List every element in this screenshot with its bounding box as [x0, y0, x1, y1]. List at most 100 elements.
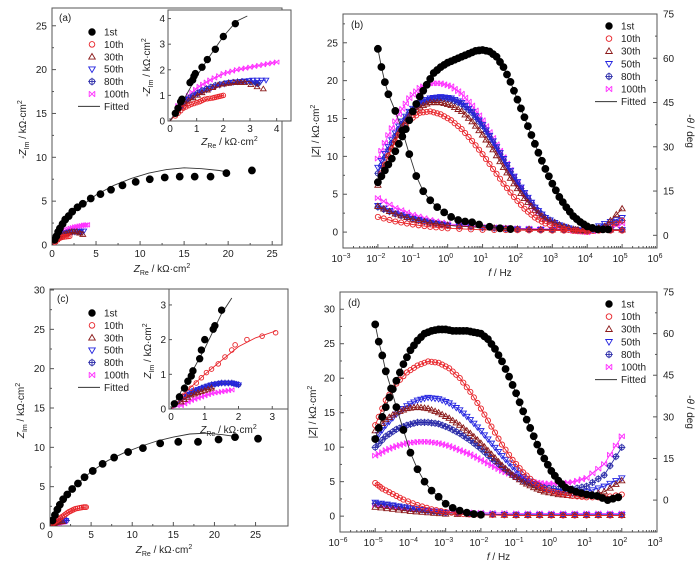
data-point: [257, 77, 266, 84]
data-point: [76, 505, 83, 511]
y-tick-label: 20: [324, 374, 336, 385]
modulus-point: [443, 221, 452, 228]
modulus-point: [412, 172, 421, 180]
phase-point: [578, 226, 587, 233]
modulus-point: [377, 503, 385, 511]
marker-cross: [594, 475, 602, 483]
data-point: [231, 433, 239, 442]
inset-a: 0 1 2 3 4 0 1 2 3 4 ZRe / kΩ·cm2 -ZIm / kΩ·cm2: [141, 9, 292, 150]
marker-bowtie: [470, 453, 477, 460]
modulus-point: [409, 211, 416, 218]
marker-bowtie: [410, 439, 418, 446]
modulus-point: [426, 196, 435, 205]
modulus-point: [413, 465, 422, 474]
marker-bowtie: [606, 451, 614, 458]
legend-marker: [604, 325, 614, 332]
phase-point: [433, 94, 442, 102]
phase-point: [489, 135, 497, 141]
marker-bowtie: [188, 397, 194, 403]
inset-y-tick-label: 1: [159, 91, 165, 102]
legend-item: Fitted: [595, 375, 646, 386]
marker-bowtie: [200, 81, 206, 87]
legend-label: 80th: [621, 72, 640, 83]
phase-point: [428, 358, 435, 365]
phase-point: [496, 157, 504, 165]
modulus-point: [433, 203, 442, 212]
x-tick-label: 25: [267, 249, 279, 260]
marker-bowtie: [407, 439, 414, 446]
marker-bowtie: [595, 465, 602, 472]
phase-point: [463, 384, 470, 391]
phase-point: [392, 425, 400, 433]
phase-point: [438, 421, 446, 429]
phase-point: [449, 368, 456, 375]
marker-cross: [392, 425, 400, 433]
modulus-point: [475, 220, 483, 229]
phase-point: [422, 97, 431, 104]
data-point: [80, 473, 89, 482]
phase-point: [435, 440, 442, 447]
marker-bowtie: [453, 445, 460, 452]
phase-point: [456, 374, 463, 382]
modulus-point: [391, 209, 400, 217]
modulus-point: [456, 225, 463, 232]
phase-point: [428, 439, 435, 446]
y-axis-title: ZIm / kΩ·cm2: [15, 383, 29, 439]
legend-item: 30th: [87, 333, 123, 344]
phase-point: [406, 401, 415, 408]
phase-point: [425, 438, 432, 445]
phase-point: [375, 450, 382, 457]
plot-frame: [339, 291, 658, 533]
y2-tick-label: 60: [663, 54, 675, 65]
marker-bowtie: [409, 211, 416, 218]
modulus-point: [406, 505, 415, 512]
data-point: [170, 400, 179, 408]
data-point: [200, 81, 206, 87]
phase-point: [551, 186, 560, 195]
data-point: [72, 505, 79, 512]
phase-point: [422, 80, 431, 89]
inset-y-axis-title: ZIm / kΩ·cm2: [142, 323, 156, 379]
phase-point: [619, 217, 626, 224]
data-point: [230, 78, 238, 85]
phase-point: [606, 480, 614, 488]
marker-bowtie: [251, 63, 258, 69]
panel-label: (a): [59, 13, 71, 24]
phase-point: [378, 147, 385, 154]
marker-cross: [606, 462, 614, 470]
phase-point: [455, 88, 462, 95]
phase-point: [523, 472, 530, 479]
phase-point: [455, 421, 464, 428]
phase-point: [536, 486, 545, 493]
inset-series-1st: [170, 297, 233, 409]
data-point: [175, 172, 184, 181]
data-point: [221, 380, 229, 387]
phase-point: [544, 172, 553, 181]
data-point: [222, 388, 228, 394]
data-point: [214, 81, 222, 88]
y-tick-label: 15: [36, 109, 48, 120]
modulus-point: [394, 503, 403, 511]
plot-frame: [342, 13, 658, 249]
phase-point: [431, 419, 439, 427]
phase-point: [392, 376, 401, 385]
marker-cross: [403, 421, 411, 429]
marker-bowtie: [379, 449, 386, 455]
phase-point: [618, 443, 626, 451]
series-1st: [371, 320, 623, 519]
inset-y-tick-label: 0: [160, 405, 166, 416]
modulus-point: [419, 187, 428, 196]
phase-point: [482, 127, 490, 136]
marker-bowtie: [448, 83, 455, 90]
inset-frame: [168, 288, 289, 410]
marker-bowtie: [463, 450, 470, 456]
y-tick-label: 10: [327, 152, 339, 163]
marker-bowtie: [491, 464, 499, 471]
phase-point: [501, 365, 510, 373]
phase-fit-line: [377, 102, 623, 232]
phase-point: [613, 220, 620, 227]
phase-point: [494, 351, 503, 360]
legend-item: 100th: [605, 85, 646, 96]
modulus-point: [468, 218, 476, 227]
